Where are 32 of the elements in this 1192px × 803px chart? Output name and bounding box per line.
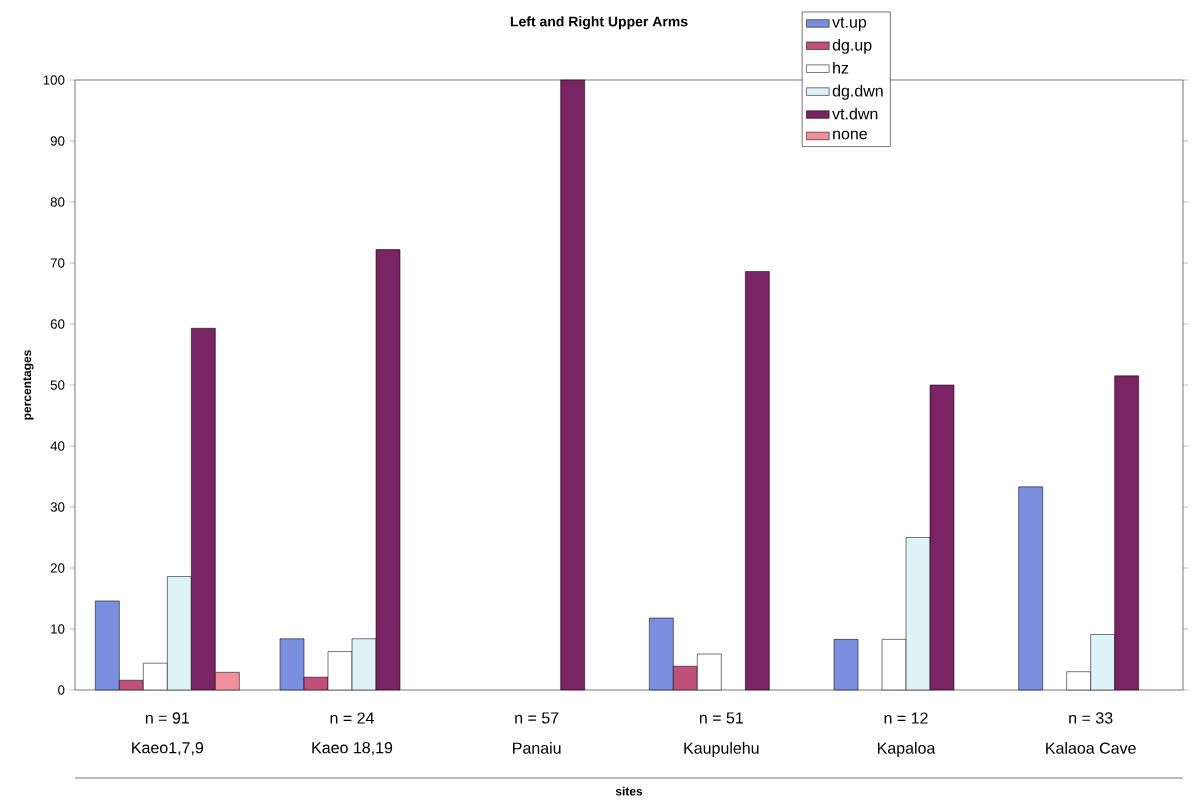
x-tick-label: Kapaloa <box>877 742 936 757</box>
y-tick-label: 80 <box>50 197 65 207</box>
legend-label: none <box>833 130 867 140</box>
x-tick-label: Kaeo 18,19 <box>312 742 393 756</box>
text: n = 24 <box>330 712 374 724</box>
y-tick-label: 40 <box>50 441 65 451</box>
y-tick-label: 10 <box>51 624 65 634</box>
text: n = 57 <box>515 712 559 724</box>
legend-label: dg.dwn <box>832 84 883 100</box>
legend-label: hz <box>833 61 849 74</box>
y-tick-label: 100 <box>43 75 65 85</box>
text: n = 33 <box>1069 712 1113 724</box>
legend-label: vt.up <box>832 17 867 31</box>
chart-title: Left and Right Upper Arms <box>510 16 688 30</box>
y-axis-title: percentages <box>23 350 34 420</box>
text: n = 91 <box>145 712 189 724</box>
y-tick-label: 60 <box>50 319 65 329</box>
y-tick-label: 50 <box>50 380 65 390</box>
y-tick-label: 70 <box>50 258 65 268</box>
y-tick-label: 0 <box>58 685 65 695</box>
x-tick-label: Panaiu <box>513 742 561 754</box>
x-axis-title: sites <box>615 786 643 796</box>
y-tick-label: 30 <box>50 502 65 512</box>
legend-label: vt.dwn <box>832 107 878 120</box>
y-tick-label: 90 <box>50 136 65 146</box>
y-tick-label: 20 <box>50 563 65 573</box>
text: n = 12 <box>884 712 928 724</box>
x-tick-label: Kaeo1,7,9 <box>132 742 204 756</box>
text: n = 51 <box>699 712 743 724</box>
x-tick-label: Kaupulehu <box>684 742 759 757</box>
x-tick-label: Kalaoa Cave <box>1046 742 1136 754</box>
legend-label: dg.up <box>832 38 872 54</box>
